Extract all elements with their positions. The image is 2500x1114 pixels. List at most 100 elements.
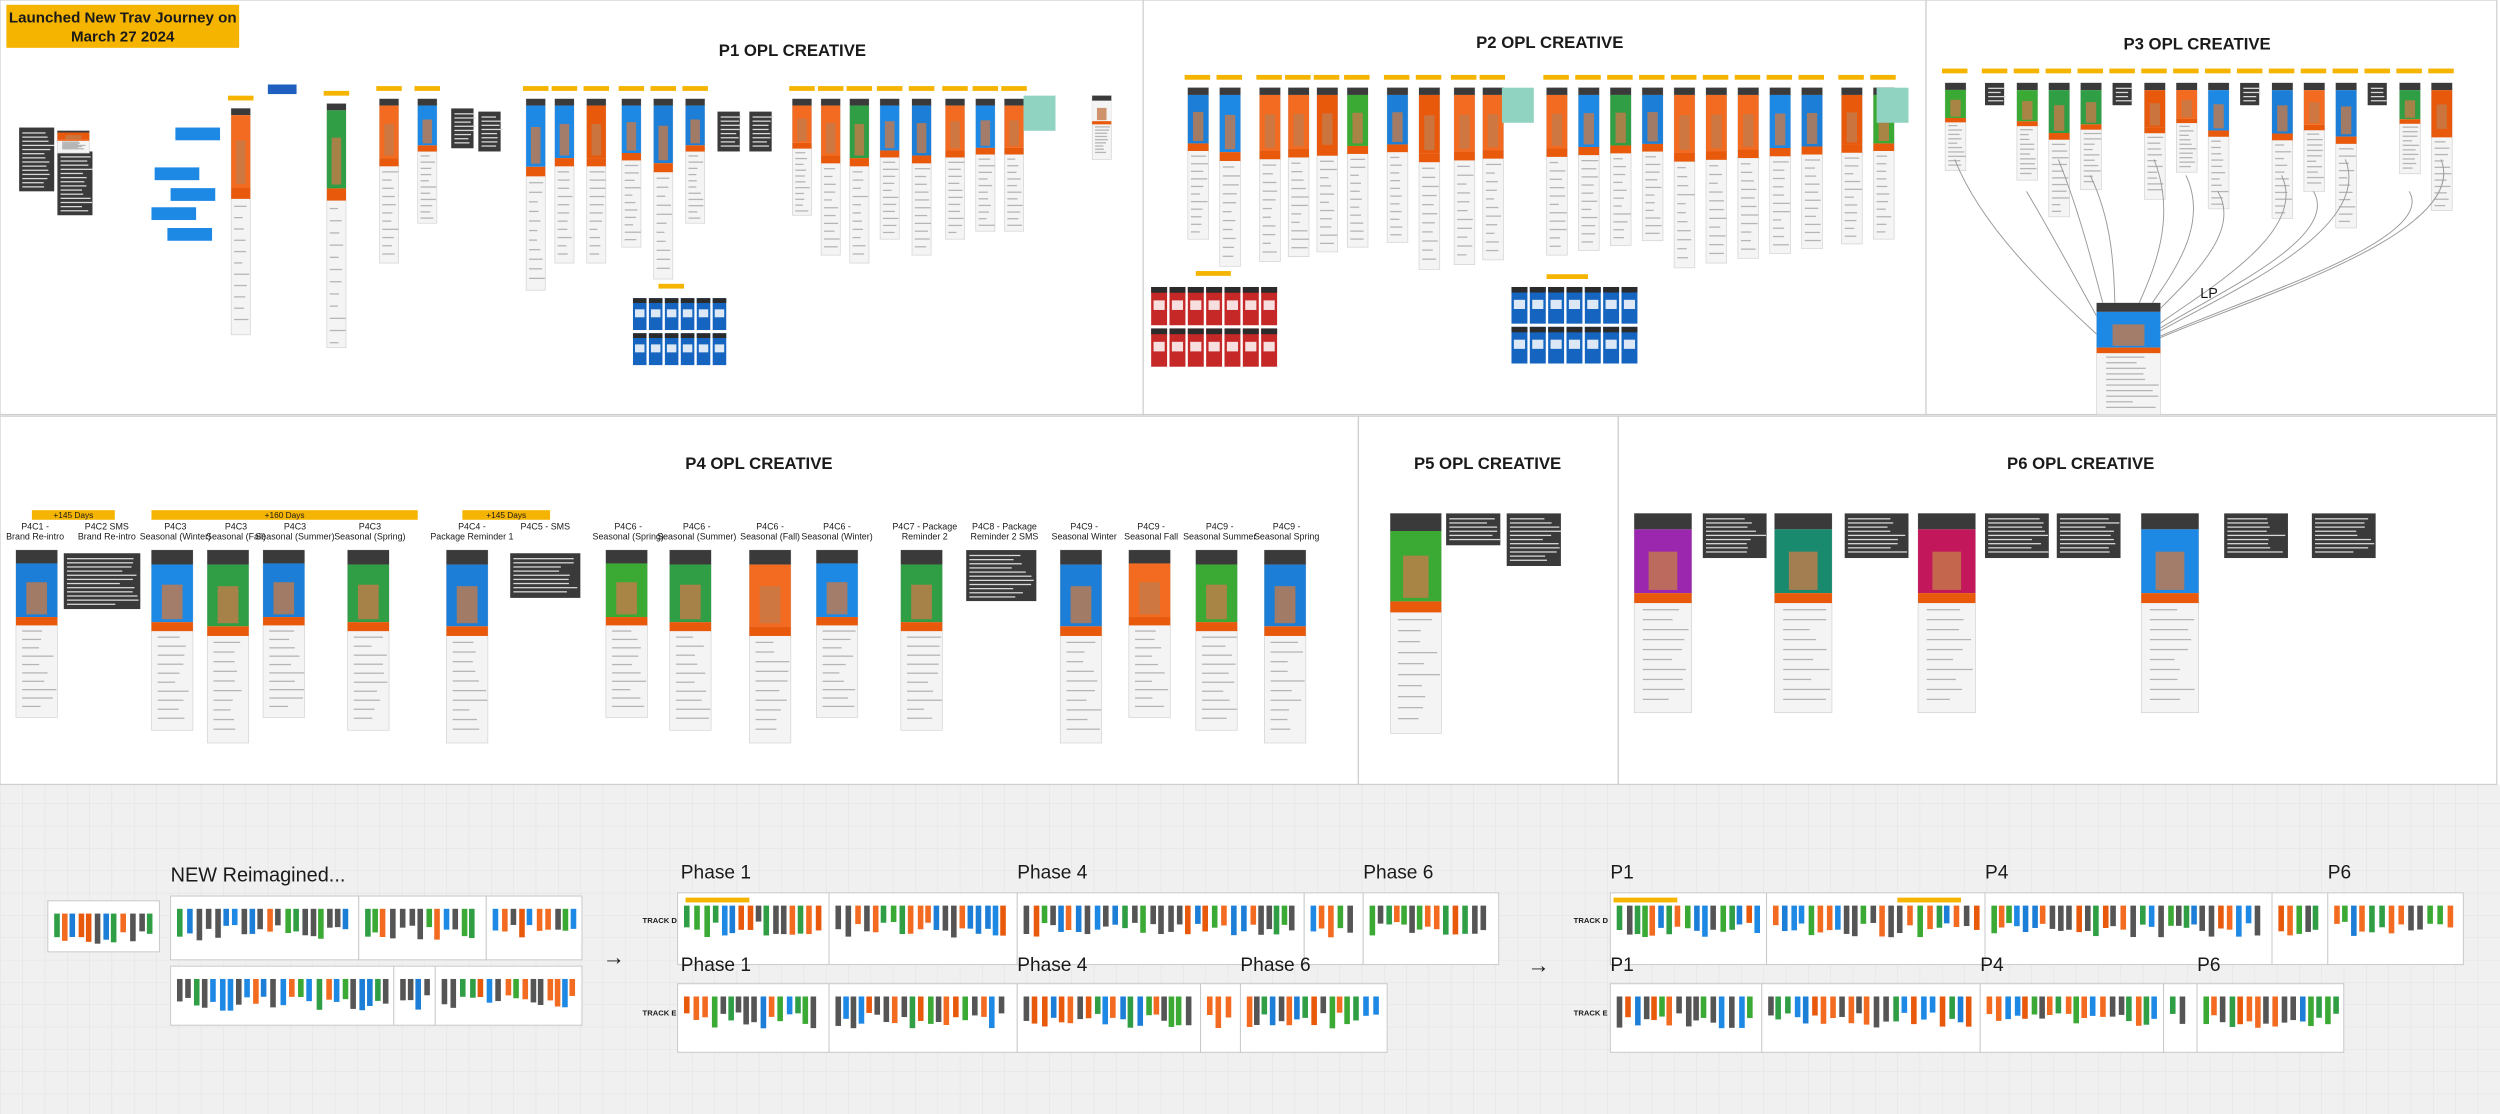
note-line — [1449, 530, 1498, 532]
creative-label: P4C4 - — [458, 521, 486, 531]
thumb-line — [420, 173, 432, 176]
thumb-figure — [980, 120, 991, 146]
thumb-line — [62, 141, 79, 143]
tag — [1195, 271, 1231, 276]
thumb-line — [382, 253, 395, 255]
mini-thumb — [310, 908, 317, 937]
mini-thumb — [205, 908, 212, 929]
email-thumbnail — [2271, 82, 2294, 219]
thumb-line — [2434, 160, 2444, 162]
note-line — [2315, 526, 2365, 528]
thumb-line — [624, 209, 638, 211]
thumb-line — [62, 142, 80, 144]
thumb-header — [680, 333, 695, 339]
thumb-header — [1566, 326, 1583, 333]
mini-thumb — [2151, 996, 2157, 1019]
thumb-line — [907, 672, 938, 674]
thumb-line — [882, 196, 899, 199]
thumb-line — [755, 718, 777, 721]
email-thumbnail — [1453, 87, 1476, 265]
note-line — [752, 128, 769, 131]
note-line — [2059, 538, 2114, 541]
mini-thumb — [350, 978, 356, 1009]
creative-label: P4C6 - — [683, 521, 711, 531]
mini-thumb — [1901, 996, 1908, 1013]
mini-thumb — [1288, 905, 1295, 931]
thumb-header — [1546, 87, 1568, 95]
thumb-line — [1270, 699, 1302, 701]
thumb-line — [62, 143, 79, 145]
mini-thumb — [2316, 996, 2322, 1018]
grid-thumbnail — [1206, 286, 1223, 326]
note-line — [481, 116, 496, 118]
thumb-line — [589, 245, 601, 247]
thumb-header — [1128, 550, 1171, 564]
thumb-header — [1169, 328, 1186, 335]
tile — [1876, 87, 1909, 123]
tile — [1023, 95, 1056, 131]
note-bg — [2112, 82, 2132, 106]
creative-label: P4C9 - — [1070, 521, 1098, 531]
thumb-text — [666, 344, 677, 353]
tag — [2173, 68, 2199, 74]
mini-thumb — [1791, 905, 1797, 931]
thumb-line — [1007, 198, 1018, 200]
mini-thumb — [2158, 905, 2164, 938]
thumb-band — [1674, 152, 1695, 162]
thumb-line — [452, 680, 479, 682]
thumb-line — [1772, 161, 1789, 163]
email-thumbnail — [685, 98, 706, 224]
thumb-line — [1804, 167, 1816, 169]
mini-thumb — [1939, 996, 1946, 1027]
thumb-line — [2149, 678, 2178, 681]
thumb-line — [1007, 171, 1017, 173]
thumb-line — [914, 183, 927, 185]
thumb-line — [1135, 672, 1165, 674]
thumb-line — [2051, 150, 2068, 152]
note-line — [2315, 551, 2354, 553]
thumb-band — [2048, 133, 2070, 140]
mini-thumb — [2342, 905, 2348, 922]
thumb-line — [1581, 168, 1597, 170]
note-line — [66, 587, 135, 589]
thumb-header — [2016, 82, 2038, 91]
tag — [2396, 68, 2422, 74]
thumb-line — [1422, 240, 1438, 242]
thumb-band — [821, 155, 841, 164]
thumb-line — [1007, 191, 1022, 193]
thumb-figure — [1352, 112, 1363, 144]
thumb-line — [2275, 171, 2285, 173]
mini-thumb — [2290, 996, 2297, 1021]
thumb-figure — [331, 137, 342, 185]
thumb-band — [2431, 130, 2453, 138]
mini-thumb — [2219, 996, 2226, 1023]
thumb-figure — [217, 586, 239, 624]
thumb-line — [1390, 172, 1400, 174]
thumb-line — [2149, 658, 2175, 661]
thumb-line — [2106, 384, 2159, 386]
thumb-line — [234, 318, 249, 321]
thumb-header — [1548, 326, 1565, 333]
thumb-line — [1485, 215, 1501, 217]
mini-thumb — [327, 908, 333, 928]
thumb-line — [2106, 356, 2145, 358]
thumb-line — [1320, 226, 1332, 228]
thumb-line — [1422, 204, 1434, 206]
thumb-line — [675, 681, 695, 683]
thumb-line — [2275, 151, 2292, 153]
tile — [154, 167, 200, 181]
note-line — [513, 587, 578, 589]
note-line — [752, 141, 767, 143]
note — [1985, 513, 2049, 559]
creative-label: Seasonal (Winter) — [801, 532, 872, 542]
mini-thumb — [2226, 905, 2233, 930]
thumb-line — [978, 165, 995, 167]
thumb-line — [1740, 248, 1756, 250]
thumb-line — [1485, 163, 1502, 166]
thumb-line — [1457, 227, 1472, 229]
day-badge — [462, 510, 551, 520]
thumb-line — [948, 189, 963, 192]
thumb-line — [1709, 173, 1723, 176]
thumb-line — [2434, 147, 2450, 149]
mini-thumb — [285, 908, 291, 934]
